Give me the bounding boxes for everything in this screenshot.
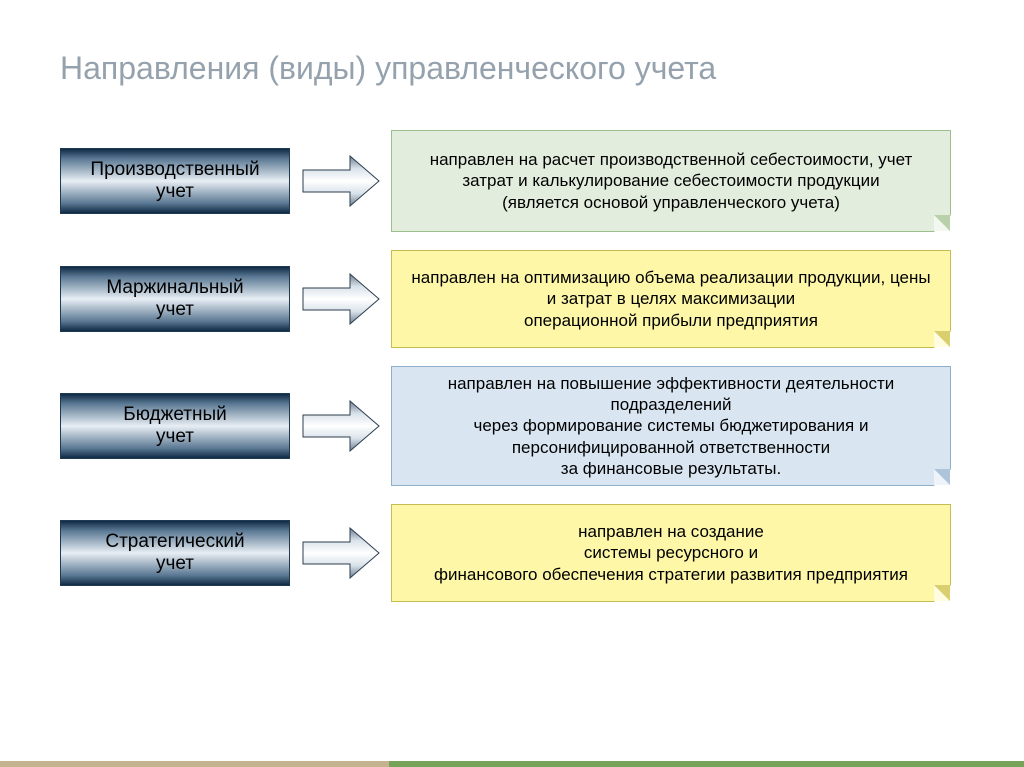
type-box: Маржинальныйучет [60,266,290,332]
folded-corner-icon [934,215,950,231]
diagram-row: Бюджетныйучет направлен на повышение эффе… [60,366,951,486]
arrow-right-icon [298,273,383,325]
description-box: направлен на созданиесистемы ресурсного … [391,504,951,602]
slide-title: Направления (виды) управленческого учета [60,50,716,87]
arrow-right-icon [298,527,383,579]
type-box: Производственныйучет [60,148,290,214]
folded-corner-icon [934,331,950,347]
diagram-row: Стратегическийучет направлен на созданиес… [60,504,951,602]
type-box: Стратегическийучет [60,520,290,586]
bottom-accent-line [0,761,1024,767]
arrow-right-icon [298,155,383,207]
folded-corner-icon [934,585,950,601]
type-box: Бюджетныйучет [60,393,290,459]
description-box: направлен на расчет производственной себ… [391,130,951,232]
diagram-row: Производственныйучет направлен на расчет … [60,130,951,232]
diagram-row: Маржинальныйучет направлен на оптимизацию… [60,250,951,348]
folded-corner-icon [934,469,950,485]
arrow-right-icon [298,400,383,452]
description-box: направлен на оптимизацию объема реализац… [391,250,951,348]
description-box: направлен на повышение эффективности дея… [391,366,951,486]
